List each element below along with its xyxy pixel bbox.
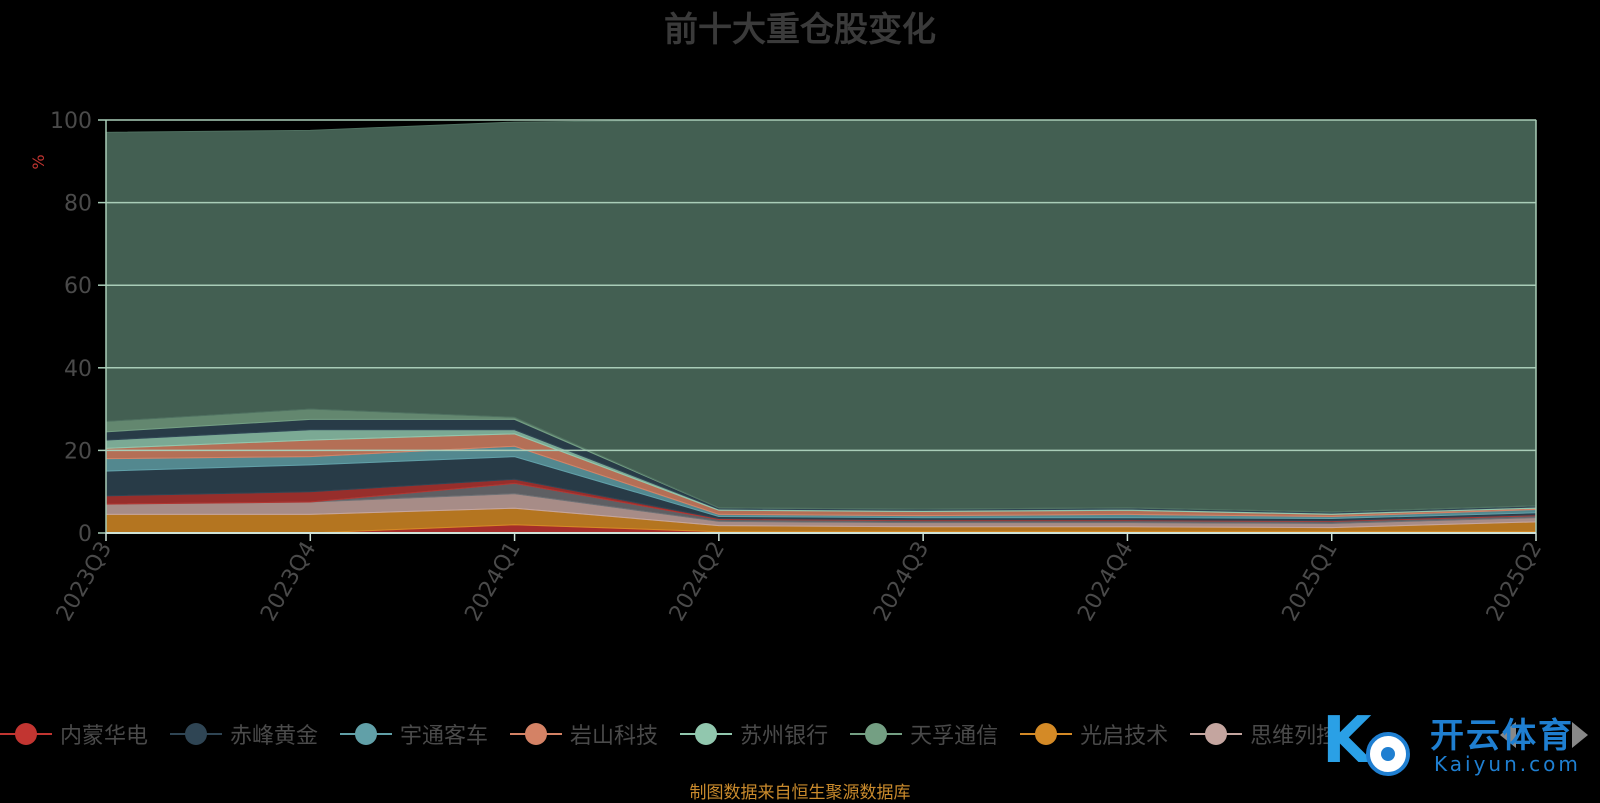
chart-title: 前十大重仓股变化	[664, 10, 936, 50]
watermark-logo: K 开云体育 Kaiyun.com	[1318, 700, 1600, 784]
legend-label: 赤峰黄金	[230, 724, 319, 749]
legend-item[interactable]: 光启技术	[1020, 718, 1168, 750]
legend-next-page-icon[interactable]	[1572, 722, 1588, 748]
watermark-text: 开云体育	[1430, 716, 1574, 756]
legend-item[interactable]: 岩山科技	[510, 718, 658, 750]
legend-item[interactable]: 思维列控	[1190, 718, 1338, 750]
legend-label: 内蒙华电	[60, 724, 149, 749]
watermark-subtext: Kaiyun.com	[1434, 752, 1581, 776]
chart-legend: 内蒙华电 赤峰黄金 宇通客车 岩山科技 苏州银行 天孚通信 光启技术 思维列控	[0, 714, 1600, 754]
x-tick-label: 2025Q1	[1278, 538, 1343, 626]
legend-marker-icon	[1190, 722, 1243, 746]
svg-text:K: K	[1322, 704, 1374, 778]
x-tick-label: 2024Q3	[869, 538, 934, 626]
y-tick-label: 100	[50, 109, 92, 134]
legend-marker-icon	[340, 722, 393, 746]
legend-item[interactable]: 苏州银行	[680, 718, 828, 750]
legend-marker-icon	[170, 722, 223, 746]
y-tick-label: 20	[64, 439, 92, 464]
legend-item[interactable]: 宇通客车	[340, 718, 488, 750]
legend-label: 岩山科技	[570, 724, 659, 749]
legend-marker-icon	[510, 722, 563, 746]
legend-marker-icon	[0, 722, 52, 746]
y-tick-label: 80	[64, 192, 92, 217]
x-tick-label: 2024Q2	[665, 538, 730, 626]
y-tick-label: 0	[78, 522, 92, 547]
x-tick-label: 2023Q4	[256, 538, 321, 626]
x-tick-label: 2025Q2	[1482, 538, 1547, 626]
legend-marker-icon	[680, 722, 733, 746]
legend-marker-icon	[850, 722, 903, 746]
legend-item[interactable]: 内蒙华电	[0, 718, 148, 750]
legend-label: 思维列控	[1250, 724, 1339, 749]
legend-marker-icon	[1020, 722, 1073, 746]
data-source-note: 制图数据来自恒生聚源数据库	[689, 783, 911, 803]
legend-label: 苏州银行	[740, 724, 829, 749]
x-tick-label: 2024Q1	[460, 538, 525, 626]
kaiyun-logo-icon: K	[1322, 704, 1410, 778]
x-tick-label: 2024Q4	[1073, 538, 1138, 626]
legend-label: 宇通客车	[400, 724, 489, 749]
x-tick-label: 2023Q3	[52, 538, 117, 626]
y-tick-label: 40	[64, 357, 92, 382]
y-axis-label: %	[29, 154, 48, 169]
legend-label: 光启技术	[1080, 724, 1169, 749]
legend-item[interactable]: 天孚通信	[850, 718, 998, 750]
legend-prev-page-icon[interactable]	[1500, 722, 1516, 748]
y-tick-label: 60	[64, 274, 92, 299]
legend-label: 天孚通信	[910, 724, 999, 749]
legend-item[interactable]: 赤峰黄金	[170, 718, 318, 750]
area-series	[105, 119, 1537, 534]
